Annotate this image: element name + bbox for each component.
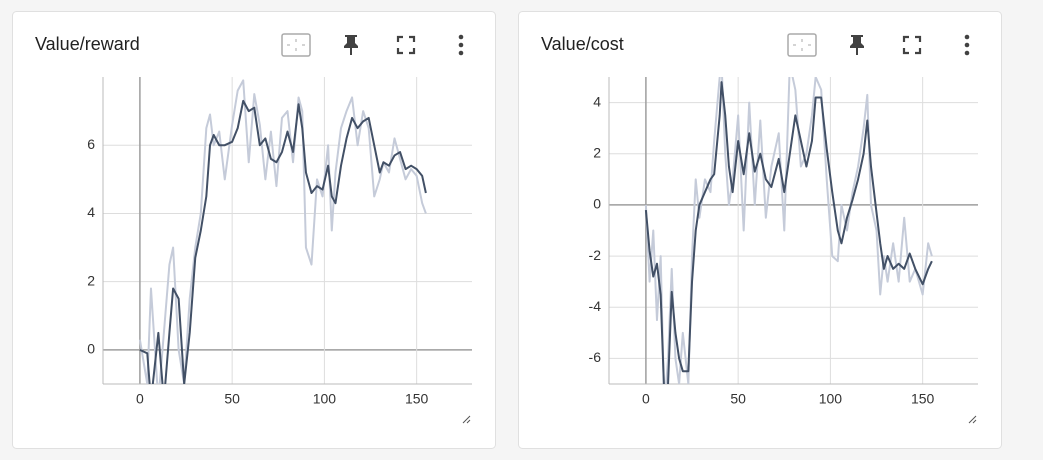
resize-handle[interactable] <box>968 415 977 424</box>
x-tick-label: 50 <box>224 391 240 407</box>
x-tick-label: 50 <box>730 391 746 407</box>
series-line <box>138 79 427 384</box>
x-tick-label: 0 <box>136 391 144 407</box>
card: Value/reward <box>12 11 496 449</box>
chart-title: Value/cost <box>541 34 624 54</box>
y-tick-label: 2 <box>87 272 95 288</box>
fullscreen-button[interactable] <box>396 35 416 55</box>
x-tick-label: 150 <box>911 391 935 407</box>
y-tick-label: 0 <box>87 341 95 357</box>
x-tick-label: 100 <box>313 391 337 407</box>
fit-button[interactable] <box>787 33 817 57</box>
series-line <box>644 77 933 384</box>
y-tick-label: 0 <box>593 196 601 212</box>
y-tick-label: -4 <box>589 298 602 314</box>
resize-handle[interactable] <box>462 415 471 424</box>
y-tick-label: 4 <box>593 93 601 109</box>
chart: -6 -4 -2 0 2 4 0 50 100 150 <box>589 77 978 407</box>
series-line <box>644 81 933 384</box>
fit-button[interactable] <box>281 33 311 57</box>
fullscreen-button[interactable] <box>902 35 922 55</box>
y-tick-label: 2 <box>593 144 601 160</box>
x-tick-label: 150 <box>405 391 429 407</box>
pin-button[interactable] <box>344 35 358 55</box>
x-tick-label: 100 <box>819 391 843 407</box>
x-tick-label: 0 <box>642 391 650 407</box>
card-bg <box>518 11 1002 449</box>
more-button[interactable] <box>458 34 464 56</box>
y-tick-label: -6 <box>589 349 602 365</box>
y-tick-label: -2 <box>589 247 602 263</box>
y-tick-label: 6 <box>87 136 95 152</box>
y-tick-label: 4 <box>87 204 95 220</box>
more-button[interactable] <box>964 34 970 56</box>
chart-title: Value/reward <box>35 34 140 54</box>
chart: 0 2 4 6 0 50 100 150 <box>87 77 472 407</box>
series-line <box>139 99 427 384</box>
pin-button[interactable] <box>850 35 864 55</box>
card-bg <box>12 11 496 449</box>
card: Value/cost <box>518 11 1002 449</box>
